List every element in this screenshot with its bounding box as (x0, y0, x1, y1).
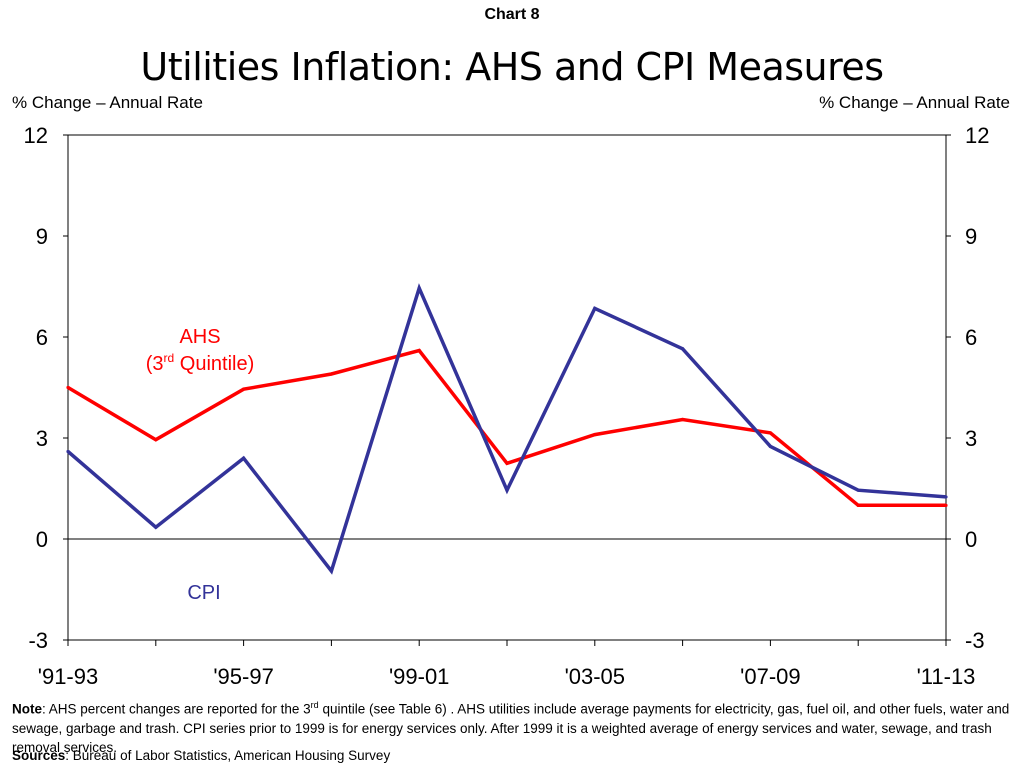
data-point-ahs (856, 503, 860, 507)
sources-text: : Bureau of Labor Statistics, American H… (65, 748, 391, 763)
data-point-ahs (66, 385, 70, 390)
chart-note: Note: AHS percent changes are reported f… (12, 696, 1016, 757)
y-tick-label-left: 3 (36, 426, 48, 451)
data-point-cpi (681, 347, 685, 351)
x-tick-label: '07-09 (740, 664, 800, 689)
y-tick-label-right: 9 (965, 224, 977, 249)
y-tick-label-right: 6 (965, 325, 977, 350)
sources-label: Sources (12, 748, 66, 763)
data-point-cpi (242, 456, 246, 460)
chart-number: Chart 8 (484, 6, 540, 23)
ahs-quintile-superscript: rd (164, 351, 175, 365)
y-tick-label-left: 12 (24, 123, 48, 148)
y-tick-label-right: -3 (965, 628, 985, 653)
data-point-cpi (856, 488, 860, 492)
chart-title: Utilities Inflation: AHS and CPI Measure… (140, 45, 884, 89)
data-point-ahs (329, 372, 333, 376)
x-tick-label: '99-01 (389, 664, 449, 689)
y-tick-label-left: -3 (28, 628, 48, 653)
ahs-quintile-label: (3rd Quintile) (146, 351, 255, 375)
cpi-series-label: CPI (187, 582, 220, 604)
y-tick-label-left: 0 (36, 527, 48, 552)
y-tick-label-left: 6 (36, 325, 48, 350)
line-chart: -3 -3 0 0 3 3 6 6 9 9 12 12 '91-93 '95-97 '99-01 '03-05… (24, 123, 990, 689)
x-tick-label: '91-93 (38, 664, 98, 689)
data-point-ahs (768, 431, 773, 435)
data-point-ahs (681, 417, 685, 422)
data-point-ahs (417, 348, 421, 353)
data-point-cpi (505, 488, 509, 492)
data-point-ahs (944, 503, 948, 507)
data-point-cpi (768, 444, 773, 449)
x-tick-label: '95-97 (213, 664, 273, 689)
data-point-cpi (66, 449, 70, 454)
ahs-quintile-text: (3 (146, 353, 164, 375)
note-label: Note (12, 701, 42, 717)
y-tick-label-right: 0 (965, 527, 977, 552)
x-tick-label: '11-13 (917, 664, 976, 689)
ahs-series-label: AHS (179, 326, 220, 348)
data-point-cpi (417, 286, 421, 290)
note-text-end: quintile (see Table 6) . AHS utilities i… (12, 701, 1010, 755)
data-point-ahs (505, 461, 509, 465)
chart-sources: Sources: Bureau of Labor Statistics, Ame… (12, 748, 390, 763)
note-superscript: rd (310, 700, 319, 710)
data-point-cpi (593, 306, 597, 310)
left-axis-unit: % Change – Annual Rate (12, 93, 203, 112)
ahs-quintile-text-end: Quintile) (174, 353, 254, 375)
note-text-start: : AHS percent changes are reported for t… (42, 701, 311, 717)
x-tick-label: '03-05 (565, 664, 625, 689)
y-tick-label-right: 3 (965, 426, 977, 451)
right-axis-unit: % Change – Annual Rate (819, 93, 1010, 112)
data-point-cpi (329, 569, 333, 573)
data-point-cpi (944, 495, 948, 499)
data-point-ahs (242, 387, 246, 391)
y-tick-label-left: 9 (36, 224, 48, 249)
y-tick-label-right: 12 (965, 123, 989, 148)
data-point-ahs (593, 433, 597, 437)
data-point-cpi (154, 525, 158, 529)
data-point-ahs (154, 438, 158, 442)
